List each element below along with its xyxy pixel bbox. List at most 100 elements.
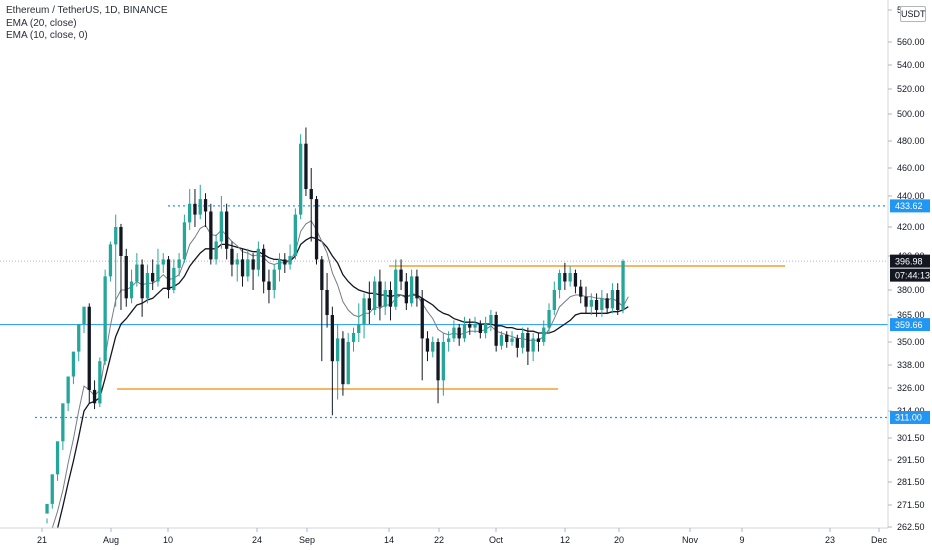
- candle-up: [568, 273, 572, 282]
- time-tick-label: 24: [252, 535, 262, 545]
- candle-down: [457, 327, 461, 339]
- candle-up: [182, 222, 187, 260]
- time-tick-label: Sep: [299, 535, 315, 545]
- price-tick-label: 440.00: [897, 191, 925, 201]
- candle-up: [135, 264, 139, 282]
- current-price-tag: 396.98: [895, 256, 923, 266]
- time-tick-label: 20: [614, 535, 624, 545]
- candles: [45, 127, 625, 524]
- candle-down: [251, 259, 255, 270]
- candle-up: [600, 298, 604, 310]
- time-tick-label: 9: [739, 535, 744, 545]
- candle-down: [240, 259, 245, 277]
- candle-down: [420, 298, 424, 339]
- candle-down: [119, 227, 123, 256]
- time-tick-label: 23: [825, 535, 835, 545]
- price-tick-label: 560.00: [897, 37, 925, 47]
- candle-up: [410, 276, 414, 304]
- candle-up: [346, 342, 350, 385]
- candle-up: [55, 441, 60, 475]
- candle-up: [351, 333, 356, 342]
- candle-down: [563, 273, 567, 282]
- candle-down: [468, 324, 472, 328]
- candle-down: [92, 389, 97, 404]
- candle-up: [256, 248, 260, 270]
- time-tick-label: Nov: [682, 535, 699, 545]
- candle-down: [388, 290, 393, 307]
- candle-down: [579, 286, 583, 297]
- resistance-price-tag-bg: [890, 199, 930, 213]
- candle-up: [510, 338, 514, 342]
- candle-down: [616, 290, 620, 310]
- candle-down: [367, 298, 371, 310]
- candle-up: [621, 261, 625, 310]
- price-tags: 433.62 396.98 07:44:13 359.66 311.00: [890, 199, 930, 424]
- time-tick-label: 10: [163, 535, 173, 545]
- candle-up: [383, 290, 387, 307]
- candle-up: [98, 361, 102, 404]
- current-price-tag-bg: [890, 254, 930, 268]
- candle-down: [505, 334, 509, 342]
- candle-up: [521, 333, 525, 348]
- candle-up: [50, 474, 54, 504]
- candle-down: [594, 300, 599, 310]
- candle-up: [172, 267, 176, 290]
- price-tick-label: 291.50: [897, 455, 925, 465]
- currency-badge[interactable]: USDT: [900, 6, 926, 22]
- resistance-price-tag: 433.62: [895, 201, 923, 211]
- support-price-tag: 311.00: [895, 413, 922, 423]
- price-tick-label: 350.00: [897, 337, 925, 347]
- candle-down: [283, 259, 287, 265]
- candle-up: [547, 310, 551, 328]
- candle-up: [336, 338, 340, 362]
- countdown-tag-bg: [890, 268, 930, 282]
- candle-up: [161, 259, 165, 265]
- time-tick-label: 22: [434, 535, 444, 545]
- candle-up: [177, 259, 181, 268]
- ema10-legend: EMA (10, close, 0): [6, 30, 88, 41]
- candle-down: [267, 281, 271, 290]
- candle-up: [462, 324, 467, 339]
- candle-down: [341, 338, 345, 385]
- candle-down: [526, 333, 530, 352]
- candle-up: [431, 342, 435, 352]
- candle-up: [77, 324, 81, 352]
- candle-down: [151, 273, 155, 282]
- candle-up: [235, 259, 239, 265]
- price-tick-label: 365.00: [897, 310, 925, 320]
- candle-up: [542, 327, 546, 342]
- candle-down: [536, 338, 541, 342]
- candle-up: [484, 324, 488, 333]
- price-tick-label: 460.00: [897, 163, 925, 173]
- time-axis[interactable]: 21 Aug 10 24 Sep 14 22 Oct 12 20 Nov 9 23 Dec: [0, 527, 888, 550]
- candle-down: [605, 298, 609, 309]
- ema20-line: [48, 236, 629, 550]
- price-tick-label: 500.00: [897, 109, 925, 119]
- candle-up: [45, 503, 49, 514]
- candle-up: [219, 211, 223, 242]
- price-tick-label: 480.00: [897, 136, 925, 146]
- blue-line-price-tag: 359.66: [895, 320, 923, 330]
- candle-down: [304, 143, 308, 189]
- blue-line-price-tag-bg: [890, 318, 930, 332]
- candle-down: [124, 256, 128, 299]
- candle-up: [145, 273, 150, 299]
- candle-down: [166, 259, 171, 290]
- candle-down: [404, 281, 408, 304]
- candle-down: [203, 199, 208, 212]
- candle-up: [103, 276, 107, 362]
- candle-down: [87, 306, 91, 390]
- price-tick-label: 301.50: [897, 433, 925, 443]
- candle-up: [362, 298, 366, 324]
- legend: Ethereum / TetherUS, 1D, BINANCE EMA (20…: [6, 5, 168, 43]
- candle-down: [330, 315, 334, 362]
- candle-up: [129, 281, 134, 299]
- ema20-legend: EMA (20, close): [6, 17, 77, 29]
- candle-up: [610, 290, 615, 309]
- candle-down: [320, 259, 324, 290]
- price-tick-label: 326.00: [897, 383, 925, 393]
- candle-down: [325, 290, 329, 315]
